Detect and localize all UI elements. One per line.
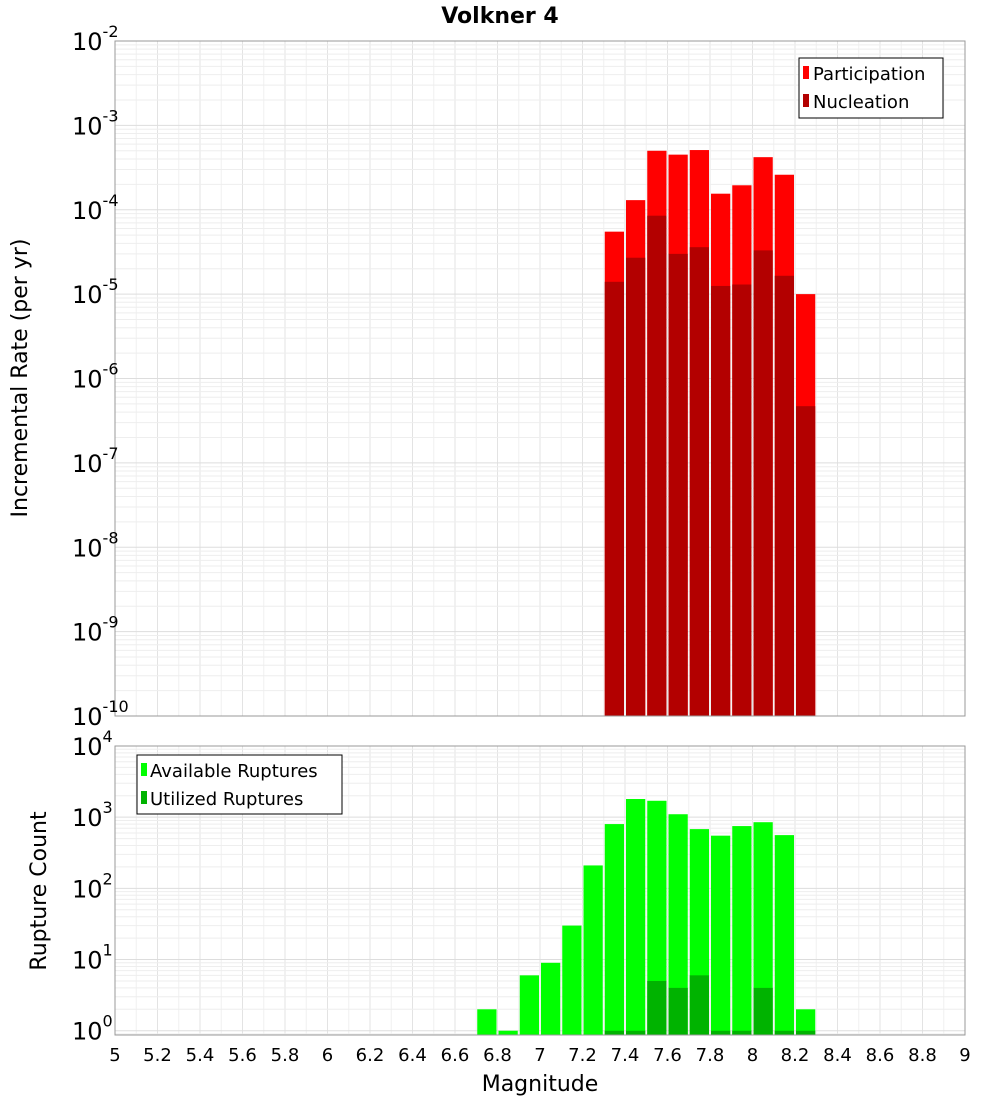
top-bar-nucleation bbox=[604, 281, 624, 716]
legend-swatch-utilized-ruptures bbox=[141, 791, 147, 804]
x-tick-label: 5 bbox=[109, 1045, 120, 1066]
bottom-bar-utilized-ruptures bbox=[732, 1030, 752, 1035]
bottom-bar-utilized-ruptures bbox=[753, 987, 773, 1035]
x-tick-label: 8.4 bbox=[823, 1045, 852, 1066]
bottom-bar-available-ruptures bbox=[562, 925, 582, 1035]
bottom-bar-utilized-ruptures bbox=[668, 987, 688, 1035]
x-tick-label: 5.6 bbox=[228, 1045, 257, 1066]
top-y-tick-label: 10-7 bbox=[72, 444, 119, 478]
x-tick-label: 5.4 bbox=[186, 1045, 215, 1066]
bottom-y-tick-label: 103 bbox=[72, 798, 113, 832]
x-tick-labels: 5 5.2 5.4 5.6 5.8 6 6.2 6.4 6.6 6.8 7 7.2 7.4 7.6 7.8 8… bbox=[109, 1045, 970, 1066]
bottom-y-axis-label: Rupture Count bbox=[27, 811, 52, 971]
legend-label-nucleation: Nucleation bbox=[813, 92, 909, 113]
bottom-bar-available-ruptures bbox=[604, 824, 624, 1035]
bottom-bar-utilized-ruptures bbox=[647, 980, 667, 1035]
top-y-tick-label: 10-6 bbox=[72, 360, 119, 394]
x-tick-label: 7 bbox=[534, 1045, 545, 1066]
bottom-bar-available-ruptures bbox=[519, 975, 539, 1035]
bottom-grid bbox=[114, 746, 966, 1035]
bottom-bar-utilized-ruptures bbox=[711, 1030, 731, 1035]
bottom-y-tick-label: 100 bbox=[72, 1012, 113, 1046]
legend-label-utilized-ruptures: Utilized Ruptures bbox=[150, 789, 303, 810]
bottom-bar-utilized-ruptures bbox=[689, 975, 709, 1035]
top-bar-nucleation bbox=[626, 257, 646, 716]
bottom-bar-utilized-ruptures bbox=[604, 1030, 624, 1035]
top-y-tick-label: 10-4 bbox=[72, 191, 119, 225]
x-tick-label: 6.8 bbox=[483, 1045, 512, 1066]
top-legend: Participation Nucleation bbox=[798, 57, 944, 119]
bottom-plot-frame bbox=[114, 745, 966, 1036]
top-bar-nucleation bbox=[796, 406, 816, 716]
bottom-panel: 104 103 102 101 100 Rupture Count Available … bbox=[27, 727, 966, 1046]
x-tick-label: 5.8 bbox=[271, 1045, 300, 1066]
top-bar-nucleation bbox=[668, 253, 688, 716]
bottom-bar-available-ruptures bbox=[477, 1009, 497, 1035]
bottom-bar-available-ruptures bbox=[541, 962, 561, 1035]
top-bar-nucleation bbox=[753, 250, 773, 717]
bottom-bar-utilized-ruptures bbox=[774, 1030, 794, 1035]
top-y-tick-label: 10-9 bbox=[72, 613, 119, 647]
bottom-legend-box bbox=[136, 754, 343, 815]
x-tick-label: 7.8 bbox=[696, 1045, 725, 1066]
bottom-bar-available-ruptures bbox=[583, 865, 603, 1035]
x-tick-label: 5.2 bbox=[143, 1045, 172, 1066]
top-bar-nucleation bbox=[732, 284, 752, 716]
top-y-tick-labels: 10-2 10-3 10-4 10-5 10-6 10-7 10-8 10-9 10-10 bbox=[72, 22, 129, 731]
top-bars bbox=[604, 150, 816, 717]
legend-swatch-nucleation bbox=[803, 94, 809, 107]
bottom-bar-available-ruptures bbox=[626, 799, 646, 1035]
legend-swatch-participation bbox=[803, 66, 809, 79]
top-bar-nucleation bbox=[774, 275, 794, 716]
legend-label-available-ruptures: Available Ruptures bbox=[150, 761, 318, 782]
top-y-tick-label: 10-2 bbox=[72, 22, 119, 56]
bottom-bar-available-ruptures bbox=[647, 800, 667, 1035]
x-tick-label: 9 bbox=[959, 1045, 970, 1066]
x-axis-label: Magnitude bbox=[482, 1072, 599, 1097]
bottom-bar-available-ruptures bbox=[753, 822, 773, 1035]
top-bar-nucleation bbox=[711, 285, 731, 716]
top-bar-nucleation bbox=[689, 247, 709, 716]
top-plot-frame bbox=[114, 40, 966, 717]
top-y-tick-label: 10-5 bbox=[72, 275, 119, 309]
top-y-axis-label: Incremental Rate (per yr) bbox=[8, 239, 33, 518]
top-panel: 10-2 10-3 10-4 10-5 10-6 10-7 10-8 10-9 10-10 In… bbox=[8, 22, 966, 731]
x-tick-label: 7.2 bbox=[568, 1045, 597, 1066]
bottom-bar-available-ruptures bbox=[668, 814, 688, 1035]
x-tick-label: 8.8 bbox=[908, 1045, 937, 1066]
top-y-tick-label: 10-3 bbox=[72, 106, 119, 140]
x-tick-label: 6.4 bbox=[398, 1045, 427, 1066]
bottom-bar-utilized-ruptures bbox=[626, 1030, 646, 1035]
bottom-bar-available-ruptures bbox=[732, 826, 752, 1035]
x-tick-label: 7.4 bbox=[611, 1045, 640, 1066]
top-legend-box bbox=[798, 57, 944, 119]
top-y-tick-label: 10-10 bbox=[72, 697, 129, 731]
top-bar-nucleation bbox=[647, 215, 667, 717]
chart-title: Volkner 4 bbox=[441, 4, 559, 29]
bottom-bar-available-ruptures bbox=[774, 835, 794, 1035]
x-tick-label: 6 bbox=[322, 1045, 333, 1066]
legend-label-participation: Participation bbox=[813, 64, 925, 85]
x-tick-label: 8.2 bbox=[781, 1045, 810, 1066]
bottom-y-tick-label: 104 bbox=[72, 727, 113, 761]
legend-swatch-available-ruptures bbox=[141, 763, 147, 776]
x-tick-label: 6.2 bbox=[356, 1045, 385, 1066]
bottom-y-tick-labels: 104 103 102 101 100 bbox=[72, 727, 113, 1046]
x-tick-label: 8.6 bbox=[866, 1045, 895, 1066]
bottom-bar-available-ruptures bbox=[796, 1009, 816, 1035]
bottom-y-tick-label: 101 bbox=[72, 941, 113, 975]
bottom-y-tick-label: 102 bbox=[72, 869, 113, 903]
x-tick-label: 7.6 bbox=[653, 1045, 682, 1066]
top-y-tick-label: 10-8 bbox=[72, 528, 119, 562]
bottom-bars bbox=[477, 799, 816, 1035]
bottom-bar-available-ruptures bbox=[498, 1030, 518, 1035]
x-tick-label: 6.6 bbox=[441, 1045, 470, 1066]
bottom-bar-available-ruptures bbox=[711, 835, 731, 1035]
x-tick-label: 8 bbox=[747, 1045, 758, 1066]
bottom-legend: Available Ruptures Utilized Ruptures bbox=[136, 754, 343, 815]
bottom-bar-utilized-ruptures bbox=[796, 1030, 816, 1035]
top-grid bbox=[114, 41, 966, 717]
